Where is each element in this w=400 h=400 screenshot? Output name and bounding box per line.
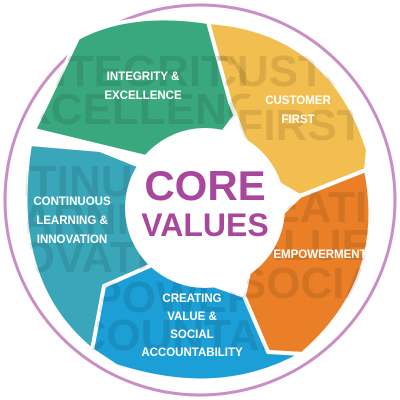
svg-text:INTEGRITY: INTEGRITY [23, 47, 258, 96]
label-continuous-learning-line1: CONTINUOUS [33, 196, 111, 208]
center-title-line2: VALUES [141, 207, 268, 243]
label-continuous-learning-line2: LEARNING & [36, 215, 108, 227]
label-creating-value-line3: SOCIAL [170, 329, 213, 341]
ghost-text-integrity: INTEGRITY EXCELLENCE [0, 47, 288, 134]
label-customer: CUSTOMER FIRST [265, 95, 331, 126]
svg-text:FIRST: FIRST [236, 101, 363, 150]
label-continuous-learning-line3: INNOVATION [37, 234, 108, 246]
label-empowerment-line1: EMPOWERMENT [273, 249, 366, 261]
segment-continuous-learning [23, 142, 156, 352]
label-customer-line2: FIRST [281, 114, 314, 126]
label-creating-value: CREATING VALUE & SOCIAL ACCOUNTABILITY [141, 293, 243, 359]
svg-text:EXCELLENCE: EXCELLENCE [0, 85, 288, 134]
center-title-line1: CORE [144, 162, 265, 209]
center-circle [125, 128, 285, 288]
segment-continuous-learning-shape [23, 142, 156, 352]
label-creating-value-line2: VALUE & [167, 311, 217, 323]
label-creating-value-line4: ACCOUNTABILITY [141, 347, 243, 359]
label-integrity: INTEGRITY & EXCELLENCE [104, 71, 182, 102]
label-integrity-line2: EXCELLENCE [104, 90, 182, 102]
label-integrity-line1: INTEGRITY & [107, 71, 180, 83]
svg-text:CUSTOM: CUSTOM [205, 47, 395, 96]
label-creating-value-line1: CREATING [162, 293, 221, 305]
label-customer-line1: CUSTOMER [265, 95, 331, 107]
label-empowerment: EMPOWERMENT [273, 249, 366, 261]
label-continuous-learning: CONTINUOUS LEARNING & INNOVATION [33, 196, 111, 246]
